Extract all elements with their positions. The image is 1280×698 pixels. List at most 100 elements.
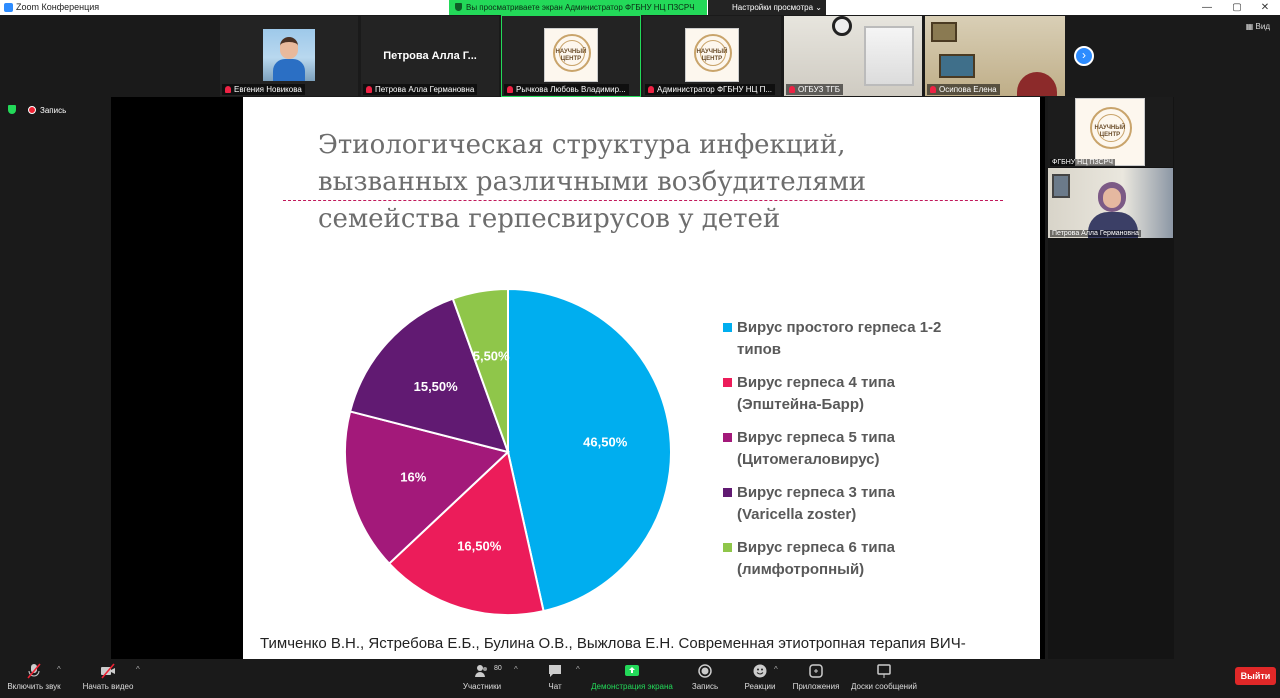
pie-slice-label: 16,50% (457, 538, 502, 553)
participant-tile[interactable]: Евгения Новикова (220, 16, 358, 96)
participants-button[interactable]: Участники (456, 659, 508, 698)
whiteboards-button[interactable]: Доски сообщений (848, 659, 920, 698)
pie-slice-label: 5,50% (473, 349, 510, 364)
participant-tile[interactable]: ОГБУЗ ТГБ (784, 16, 922, 96)
legend-item: Вирус герпеса 4 типа (Эпштейна-Барр) (723, 372, 983, 416)
participant-tile[interactable]: Осипова Елена (925, 16, 1065, 96)
participant-tile[interactable]: Петрова Алла Германовна (1048, 168, 1173, 238)
video-options-chevron-icon[interactable]: ^ (136, 665, 140, 674)
minimize-button[interactable]: — (1202, 2, 1212, 13)
shared-screen-view[interactable]: Этиологическая структура инфекций, вызва… (111, 97, 1045, 659)
screen-share-banner: Вы просматриваете экран Администратор ФГ… (449, 0, 707, 15)
pie-slice (507, 287, 672, 613)
pie-slice-label: 15,50% (414, 379, 459, 394)
muted-mic-icon (930, 86, 936, 93)
meeting-toolbar: Включить звук ^ Начать видео ^ Участники… (0, 659, 1280, 698)
legend-item: Вирус герпеса 6 типа (лимфотропный) (723, 537, 983, 581)
participant-photo (263, 29, 315, 81)
close-window-button[interactable]: ✕ (1260, 2, 1270, 13)
unmute-button[interactable]: Включить звук (4, 659, 64, 698)
participant-tile[interactable]: НАУЧНЫЙ ЦЕНТР ФГБНУ НЦ ПЗСРЧ (1048, 97, 1173, 167)
pie-slice (348, 297, 510, 454)
slide-title-line: семейства герпесвирусов у детей (318, 204, 781, 234)
presentation-slide: Этиологическая структура инфекций, вызва… (243, 97, 1040, 659)
slide-title-line: Этиологическая структура инфекций, (318, 130, 846, 160)
next-page-arrow-icon[interactable]: › (1074, 46, 1094, 66)
share-screen-icon (625, 665, 639, 676)
legend-swatch (723, 543, 732, 552)
audio-options-chevron-icon[interactable]: ^ (57, 665, 61, 674)
legend-swatch (723, 378, 732, 387)
slide-citation: Тимченко В.Н., Ястребова Е.Б., Булина О.… (260, 635, 966, 652)
record-dot-icon (28, 106, 36, 114)
participants-icon (475, 665, 487, 677)
view-options-label: Настройки просмотра ⌄ (732, 3, 822, 12)
slide-title: Этиологическая структура инфекций, вызва… (318, 127, 938, 238)
camera-off-icon (101, 663, 115, 679)
muted-microphone-icon (27, 663, 41, 679)
whiteboard-icon (877, 664, 891, 678)
title-divider (283, 200, 1003, 201)
participant-name: ФГБНУ НЦ ПЗСРЧ (1050, 159, 1115, 166)
participant-gallery-strip: Евгения Новикова Петрова Алла Г... Петро… (220, 15, 1065, 97)
view-mode-label: Вид (1255, 22, 1270, 31)
recording-label: Запись (40, 106, 67, 115)
chart-legend: Вирус простого герпеса 1-2 типов Вирус ге… (723, 317, 983, 592)
pie-slice-label: 16% (400, 469, 426, 484)
participant-name: Евгения Новикова (234, 85, 302, 94)
muted-mic-icon (366, 86, 372, 93)
legend-item: Вирус герпеса 3 типа (Varicella zoster) (723, 482, 983, 526)
leave-meeting-button[interactable]: Выйти (1235, 667, 1276, 685)
legend-item: Вирус простого герпеса 1-2 типов (723, 317, 983, 361)
share-banner-text: Вы просматриваете экран Администратор ФГ… (466, 3, 695, 12)
science-center-logo: НАУЧНЫЙ ЦЕНТР (544, 28, 598, 82)
participant-tile[interactable]: НАУЧНЫЙ ЦЕНТР Рычкова Любовь Владимир... (501, 15, 641, 97)
slide-title-line: вызванных различными возбудителями (318, 167, 867, 197)
chat-chevron-icon[interactable]: ^ (576, 665, 580, 674)
participant-name: Петрова Алла Германовна (375, 85, 475, 94)
shield-icon (455, 3, 462, 11)
window-title: Zoom Конференция (16, 2, 100, 12)
recording-status: Запись (8, 105, 66, 115)
participants-chevron-icon[interactable]: ^ (514, 665, 518, 674)
chat-button[interactable]: Чат (540, 659, 570, 698)
muted-mic-icon (507, 86, 513, 93)
muted-mic-icon (789, 86, 795, 93)
legend-item: Вирус герпеса 5 типа (Цитомегаловирус) (723, 427, 983, 471)
muted-mic-icon (225, 86, 231, 93)
participant-name: Петрова Алла Германовна (1050, 230, 1141, 237)
pie-slice (451, 287, 509, 453)
zoom-app-icon (4, 3, 13, 12)
participant-display-name: Петрова Алла Г... (383, 50, 477, 62)
participant-name: ОГБУЗ ТГБ (798, 85, 841, 94)
share-screen-button[interactable]: Демонстрация экрана (588, 659, 676, 698)
reactions-button[interactable]: Реакции (740, 659, 780, 698)
reactions-chevron-icon[interactable]: ^ (774, 665, 778, 674)
clock-icon (832, 16, 852, 36)
chat-icon (549, 665, 561, 677)
view-mode-button[interactable]: ▦ Вид (1245, 22, 1270, 31)
participant-tile[interactable]: Петрова Алла Г... Петрова Алла Германовн… (361, 16, 499, 96)
participant-video (1048, 168, 1173, 238)
muted-mic-icon (648, 86, 654, 93)
legend-swatch (723, 323, 732, 332)
pie-slice (387, 450, 545, 616)
record-button[interactable]: Запись (688, 659, 722, 698)
start-video-button[interactable]: Начать видео (78, 659, 138, 698)
speaker-panel: НАУЧНЫЙ ЦЕНТР ФГБНУ НЦ ПЗСРЧ Петрова Алла… (1048, 97, 1174, 659)
apps-button[interactable]: Приложения (790, 659, 842, 698)
legend-swatch (723, 488, 732, 497)
participants-count: 80 (494, 665, 502, 672)
pie-slice (344, 410, 511, 565)
apps-icon (809, 664, 823, 678)
participant-name: Рычкова Любовь Владимир... (516, 85, 626, 94)
record-icon (698, 664, 712, 678)
security-shield-icon[interactable] (8, 105, 16, 114)
science-center-logo: НАУЧНЫЙ ЦЕНТР (685, 28, 739, 82)
maximize-button[interactable]: ▢ (1232, 2, 1242, 13)
view-options-button[interactable]: Настройки просмотра ⌄ (708, 0, 826, 15)
participant-tile[interactable]: НАУЧНЫЙ ЦЕНТР Администратор ФГБНУ НЦ П... (643, 16, 781, 96)
participant-video (784, 16, 922, 96)
participant-video (925, 16, 1065, 96)
smiley-icon (753, 664, 767, 678)
